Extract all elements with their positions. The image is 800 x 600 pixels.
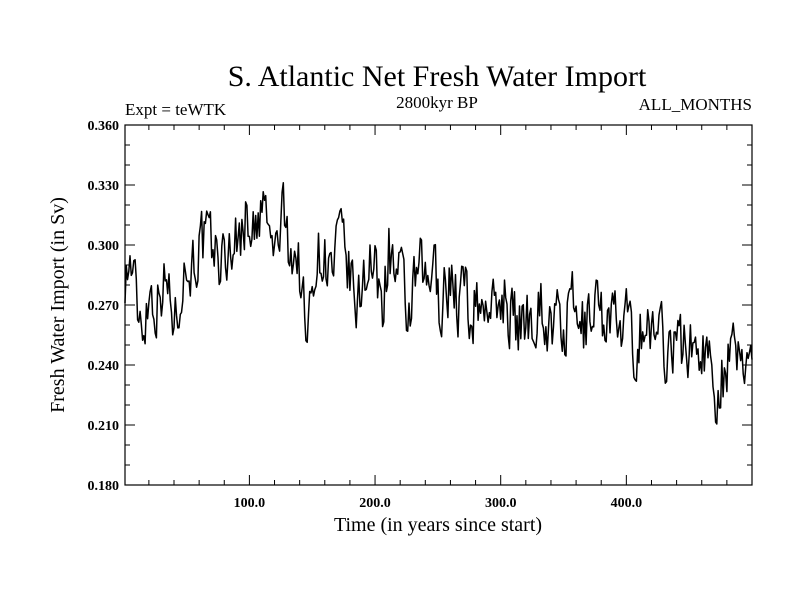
y-tick-label: 0.180 [88, 479, 120, 494]
y-tick-label: 0.300 [88, 239, 120, 254]
period-label: 2800kyr BP [396, 93, 478, 112]
y-tick-label: 0.360 [88, 119, 120, 134]
series-line [124, 182, 753, 425]
series-layer [124, 182, 753, 425]
months-label: ALL_MONTHS [639, 95, 752, 114]
y-tick-label: 0.330 [88, 179, 120, 194]
y-tick-label: 0.240 [88, 359, 120, 374]
plot-frame [124, 124, 753, 486]
y-tick-label: 0.210 [88, 419, 120, 434]
x-tick-label: 100.0 [234, 496, 266, 511]
x-tick-label: 300.0 [485, 496, 517, 511]
experiment-label: Expt = teWTK [125, 100, 227, 119]
x-tick-label: 200.0 [359, 496, 391, 511]
x-axis-label: Time (in years since start) [334, 514, 542, 536]
y-tick-label: 0.270 [88, 299, 120, 314]
chart-title: S. Atlantic Net Fresh Water Import [228, 60, 647, 93]
x-tick-label: 400.0 [611, 496, 643, 511]
y-axis-label: Fresh Water Import (in Sv) [47, 197, 69, 413]
